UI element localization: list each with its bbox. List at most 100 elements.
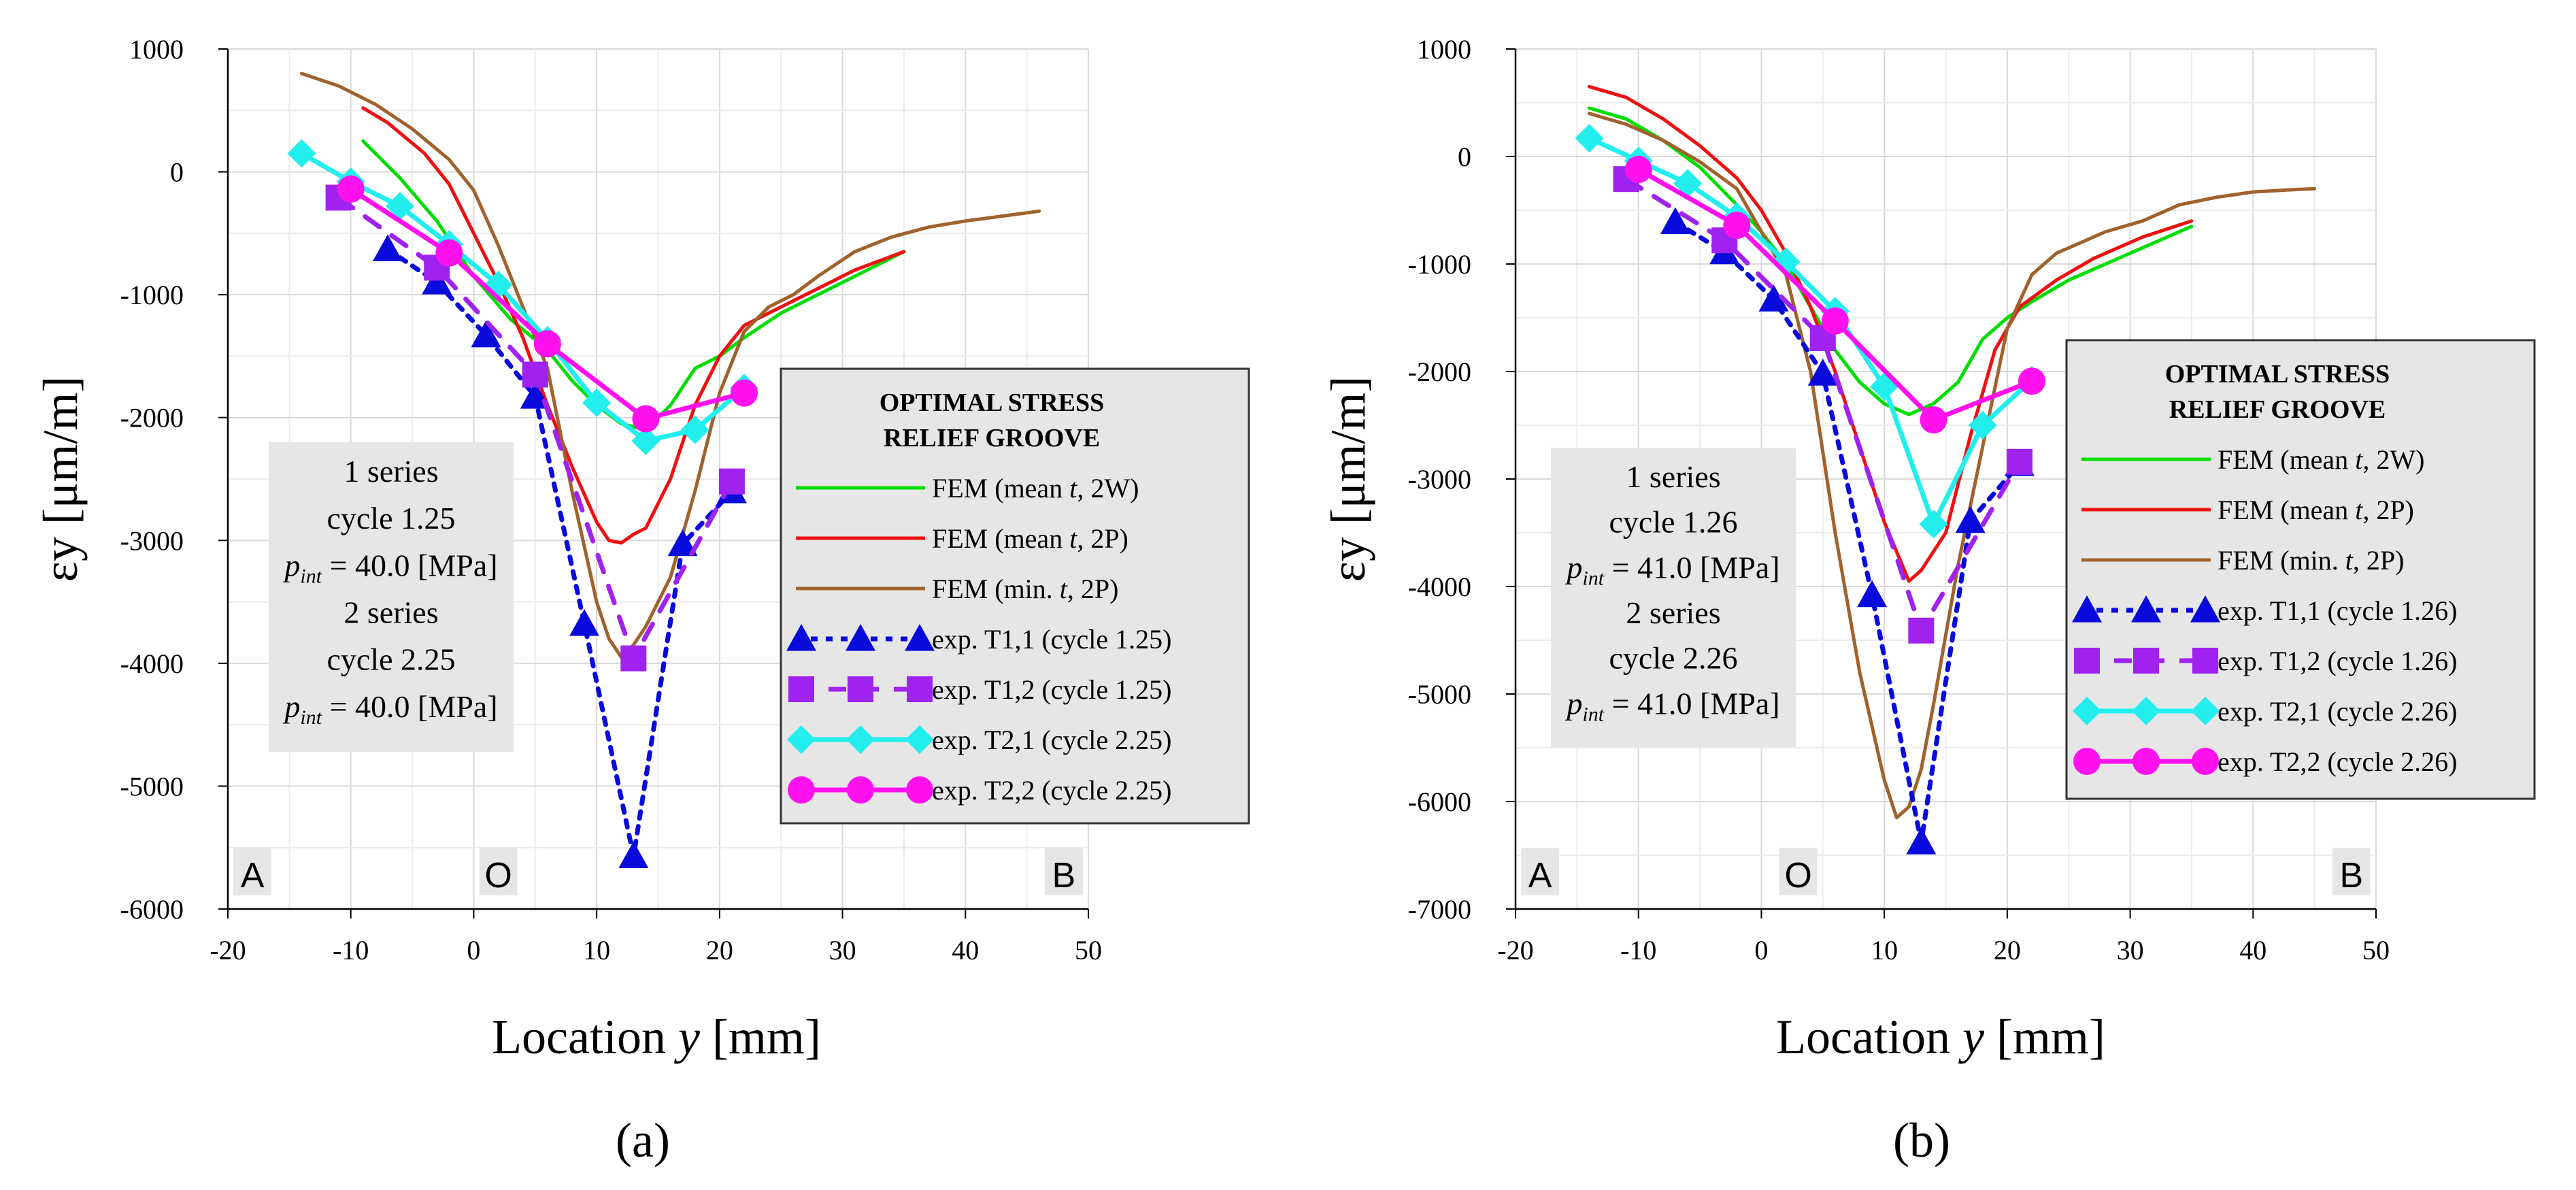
- series-line: [361, 106, 906, 545]
- info-box-line: 1 series: [344, 454, 438, 489]
- data-point-circle: [533, 330, 561, 358]
- series-fem-min-t-2p: [299, 71, 1041, 659]
- data-point-circle: [1624, 155, 1652, 183]
- legend-marker-diamond: [2132, 697, 2160, 725]
- y-tick-label: 1000: [129, 34, 184, 65]
- legend-label-italic-t: t: [1069, 473, 1077, 503]
- chart-panel-b: -20 -10 0 10 20 30 40 50 1000 0 -1000 -2000 -3000 -40…: [1321, 34, 2536, 1168]
- legend-label-part: , 2W): [2362, 444, 2424, 475]
- x-tick-label: 30: [829, 935, 856, 965]
- data-point-circle: [435, 239, 463, 267]
- legend-label-italic-t: t: [2355, 444, 2363, 475]
- info-box-line: 1 series: [1626, 459, 1720, 494]
- legend-marker-square: [848, 676, 873, 702]
- x-tick-label: 50: [1075, 935, 1102, 965]
- legend-marker-circle: [847, 776, 874, 804]
- legend-title: OPTIMAL STRESS: [2165, 360, 2390, 389]
- data-point-diamond: [1673, 169, 1702, 198]
- legend-title: RELIEF GROOVE: [2169, 395, 2386, 424]
- info-pressure-value: = 41.0 [MPa]: [1604, 686, 1779, 721]
- y-tick-label: -1000: [1408, 249, 1471, 280]
- y-axis-title: εy [μm/m]: [1321, 376, 1375, 582]
- series-line: [1587, 84, 2194, 583]
- corner-label-bg: [1044, 848, 1083, 895]
- series-line: [1587, 112, 2317, 820]
- panel-label: (a): [616, 1113, 670, 1168]
- x-tick-label: 10: [583, 935, 610, 965]
- info-box-line: pint = 41.0 [MPa]: [1565, 686, 1779, 725]
- y-tick-label: -6000: [1408, 787, 1471, 817]
- legend-label-fem-min-t-2p: FEM (min. t, 2P): [932, 574, 1119, 604]
- series-exp-t1-2-cycle-1-25: [325, 184, 745, 672]
- x-tick-label: 40: [952, 935, 979, 965]
- legend-marker-circle: [906, 776, 933, 804]
- legend-label-exp-t1-1-cycle-1-25: exp. T1,1 (cycle 1.25): [932, 624, 1171, 655]
- legend-label-italic-t: t: [2345, 545, 2354, 576]
- legend-marker-diamond: [2191, 697, 2220, 725]
- info-int-subscript: int: [1582, 703, 1604, 725]
- y-tick-label: -7000: [1408, 894, 1471, 925]
- y-tick-label: -1000: [120, 280, 184, 310]
- legend-label-italic-t: t: [1060, 574, 1068, 604]
- series-exp-t1-2-cycle-1-26: [1613, 166, 2033, 644]
- legend-marker-square: [2133, 648, 2159, 674]
- legend-label-fem-min-t-2p: FEM (min. t, 2P): [2218, 545, 2405, 576]
- info-box-line: pint = 40.0 [MPa]: [282, 689, 497, 729]
- y-tick-label: -3000: [120, 525, 184, 556]
- legend-marker-square: [2192, 648, 2218, 674]
- info-int-subscript: int: [300, 565, 322, 587]
- legend-label-part: , 2P): [2362, 495, 2414, 525]
- data-point-square: [2006, 448, 2033, 475]
- legend-label-exp-t1-1-cycle-1-26: exp. T1,1 (cycle 1.26): [2218, 595, 2457, 626]
- y-tick-label: -5000: [1408, 679, 1471, 710]
- legend-label-part: , 2W): [1077, 473, 1139, 503]
- info-pressure-value: = 41.0 [MPa]: [1604, 550, 1779, 584]
- legend-marker-diamond: [2073, 697, 2101, 725]
- corner-label-o: O: [1784, 856, 1811, 895]
- legend-marker-circle: [788, 776, 815, 804]
- info-p-symbol: p: [1565, 686, 1582, 721]
- info-box-line: cycle 1.25: [327, 501, 455, 535]
- info-box-line: 2 series: [1626, 595, 1720, 630]
- legend-marker-triangle: [2131, 595, 2161, 623]
- data-point-diamond: [1575, 124, 1604, 153]
- legend-label-italic-t: t: [2355, 495, 2363, 525]
- data-point-circle: [731, 379, 758, 407]
- data-point-circle: [1920, 406, 1947, 434]
- corner-label-a: A: [241, 856, 265, 895]
- legend-label-part: FEM (mean: [932, 523, 1069, 554]
- series-line: [385, 246, 735, 859]
- legend-label-part: FEM (mean: [2218, 495, 2355, 525]
- info-box-line: pint = 40.0 [MPa]: [282, 548, 497, 587]
- y-tick-label: 1000: [1417, 34, 1471, 65]
- legend-label-fem-mean-t-2w: FEM (mean t, 2W): [932, 473, 1139, 503]
- data-point-diamond: [1919, 510, 1948, 539]
- x-tick-label: -10: [1620, 935, 1656, 965]
- info-box-line: cycle 2.26: [1609, 641, 1737, 676]
- legend-label-fem-mean-t-2w: FEM (mean t, 2W): [2218, 444, 2424, 475]
- legend-marker-triangle: [2190, 595, 2220, 623]
- corner-label-b: B: [2340, 856, 2364, 895]
- y-tick-label: -6000: [120, 894, 184, 925]
- series-exp-t2-2-cycle-2-26: [1624, 155, 2045, 434]
- legend-title: OPTIMAL STRESS: [880, 389, 1105, 417]
- info-int-subscript: int: [300, 706, 322, 729]
- series-line: [299, 151, 747, 444]
- data-point-triangle: [1660, 207, 1690, 234]
- corner-label-bg: [233, 848, 272, 895]
- info-pressure-value: = 40.0 [MPa]: [322, 689, 497, 724]
- legend-marker-square: [907, 676, 933, 702]
- data-point-diamond: [1968, 411, 1997, 440]
- legend-title: RELIEF GROOVE: [884, 424, 1100, 452]
- series-line: [1586, 135, 2035, 527]
- legend-label-part: , 2P): [1067, 574, 1119, 604]
- info-p-symbol: p: [282, 548, 300, 582]
- x-axis-title: Location y [mm]: [492, 1010, 821, 1064]
- x-axis-title-word: Location: [492, 1010, 666, 1064]
- data-point-triangle: [569, 609, 600, 636]
- info-p-symbol: p: [282, 689, 300, 724]
- legend-marker-triangle: [905, 624, 935, 651]
- info-box-line: cycle 2.25: [327, 642, 455, 677]
- info-box: [269, 442, 514, 752]
